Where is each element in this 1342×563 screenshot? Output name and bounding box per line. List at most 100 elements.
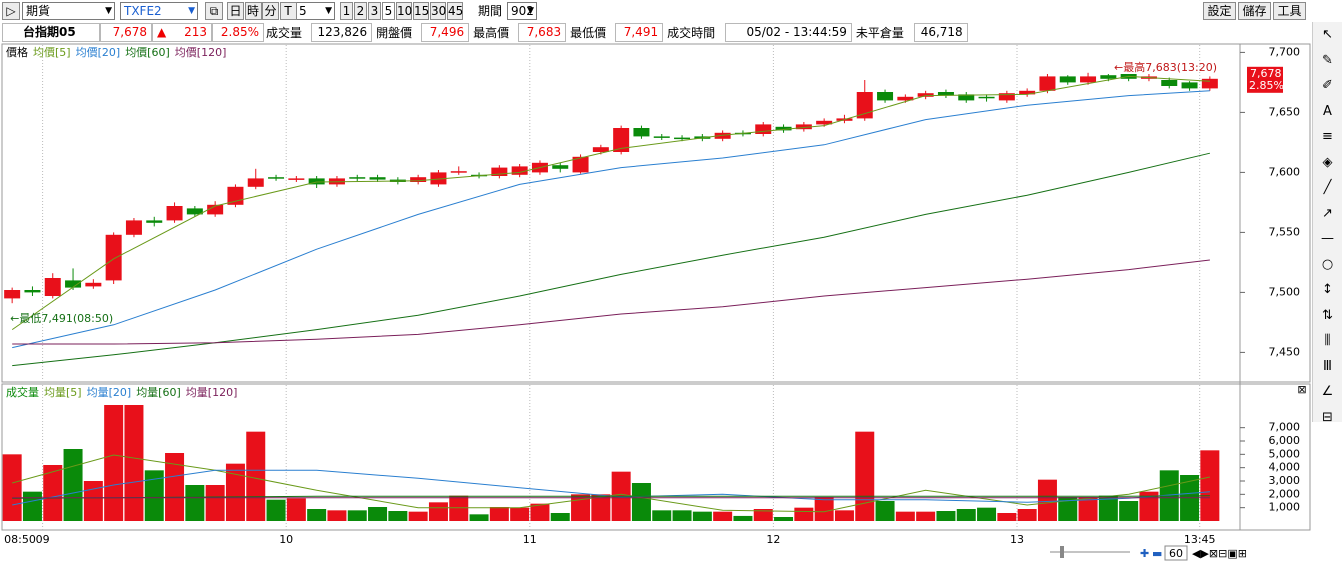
candle-body bbox=[1080, 76, 1097, 83]
ma-line bbox=[12, 454, 1211, 513]
bottom-icons: ◀▶⊠⊟▣⊞ bbox=[1192, 547, 1247, 560]
action-button[interactable]: 儲存 bbox=[1238, 2, 1271, 20]
count-button[interactable]: 30 bbox=[430, 2, 447, 20]
y-tick-label: 6,000 bbox=[1269, 434, 1301, 447]
y-tick-label: 3,000 bbox=[1269, 474, 1301, 487]
candle-body bbox=[1140, 76, 1157, 79]
candle-body bbox=[389, 179, 406, 182]
candle-body bbox=[734, 132, 751, 135]
symbol-select[interactable]: TXFE2 bbox=[120, 2, 198, 20]
volume-bar bbox=[753, 509, 773, 521]
quote-name: 台指期05 bbox=[2, 23, 100, 42]
volume-bar bbox=[631, 483, 651, 521]
field-value: 123,826 bbox=[311, 23, 373, 42]
volume-bar bbox=[43, 465, 63, 521]
volume-bar bbox=[388, 511, 408, 521]
candle-body bbox=[653, 136, 670, 138]
volume-bar bbox=[1078, 497, 1098, 521]
candle-body bbox=[268, 177, 285, 179]
volume-bar bbox=[895, 511, 915, 521]
count-button[interactable]: 1 bbox=[340, 2, 353, 20]
candle-body bbox=[1201, 78, 1218, 89]
candle-body bbox=[613, 128, 630, 152]
legend-entry: 均價[120] bbox=[175, 45, 227, 59]
legend-title: 成交量 bbox=[6, 385, 39, 399]
volume-bar bbox=[855, 431, 875, 521]
volume-bar bbox=[63, 449, 83, 521]
volume-bar bbox=[1200, 450, 1220, 521]
volume-bar bbox=[1058, 497, 1078, 521]
field-value: 05/02 - 13:44:59 bbox=[725, 23, 852, 42]
volume-bar bbox=[834, 510, 854, 521]
candle-body bbox=[998, 93, 1015, 101]
candle-body bbox=[65, 280, 82, 288]
candle-body bbox=[166, 206, 183, 221]
candle-body bbox=[369, 177, 386, 180]
legend-entry: 均量[5] bbox=[44, 386, 82, 399]
candle-body bbox=[795, 124, 812, 130]
field-label: 成交量 bbox=[266, 26, 303, 40]
zoom-button[interactable]: ⧉ bbox=[205, 2, 223, 20]
play-button[interactable]: ▷ bbox=[2, 2, 20, 20]
count-button[interactable]: 15 bbox=[413, 2, 430, 20]
interval-select[interactable]: 5 bbox=[295, 2, 335, 20]
candle-body bbox=[288, 178, 305, 180]
volume-bar bbox=[530, 503, 550, 521]
candle-body bbox=[958, 94, 975, 101]
field-value: 7,491 bbox=[615, 23, 664, 42]
volume-bar bbox=[246, 431, 266, 521]
range-label: 期間 bbox=[478, 4, 503, 18]
x-tick-label: 09 bbox=[36, 533, 50, 546]
market-select[interactable]: 期貨 bbox=[22, 2, 115, 20]
action-button[interactable]: 工具 bbox=[1273, 2, 1306, 20]
range-input[interactable]: 902 bbox=[507, 2, 537, 20]
x-tick-label: 11 bbox=[523, 533, 537, 546]
candle-body bbox=[836, 118, 853, 121]
candle-body bbox=[816, 120, 833, 125]
legend-entry: 均量[60] bbox=[136, 386, 181, 399]
count-button[interactable]: 2 bbox=[354, 2, 367, 20]
candle-body bbox=[511, 166, 528, 175]
volume-bar bbox=[22, 491, 42, 521]
count-button[interactable]: 5 bbox=[382, 2, 395, 20]
volume-bar bbox=[875, 501, 895, 521]
volume-bar bbox=[510, 507, 530, 521]
candle-body bbox=[24, 290, 41, 293]
candle-body bbox=[85, 282, 102, 287]
legend-entry: 均價[20] bbox=[76, 45, 121, 59]
count-button[interactable]: 45 bbox=[447, 2, 464, 20]
period-button[interactable]: 日 bbox=[227, 2, 244, 20]
candle-body bbox=[328, 178, 345, 185]
volume-bar bbox=[1180, 475, 1200, 521]
low-annotation: ←最低7,491(08:50) bbox=[10, 312, 113, 325]
volume-bar bbox=[977, 507, 997, 521]
candle-body bbox=[44, 278, 61, 296]
count-button[interactable]: 3 bbox=[368, 2, 381, 20]
slider-thumb bbox=[1060, 546, 1064, 558]
legend-entry: 均價[60] bbox=[125, 45, 170, 59]
candle-body bbox=[1100, 75, 1117, 79]
volume-bar bbox=[83, 481, 103, 521]
period-button[interactable]: 分 bbox=[262, 2, 279, 20]
volume-bar bbox=[672, 510, 692, 521]
volume-bar bbox=[1017, 509, 1037, 521]
period-button[interactable]: T bbox=[279, 2, 297, 20]
legend-title: 價格 bbox=[6, 45, 28, 59]
y-tick-label: 5,000 bbox=[1269, 447, 1301, 460]
volume-bar bbox=[1139, 491, 1159, 521]
count-button[interactable]: 10 bbox=[396, 2, 413, 20]
candle-body bbox=[450, 171, 467, 173]
ma-line bbox=[12, 90, 1210, 349]
volume-bar bbox=[307, 509, 327, 521]
zoom-box bbox=[1164, 545, 1188, 561]
candle-body bbox=[430, 172, 447, 185]
field-value: 7,496 bbox=[421, 23, 470, 42]
action-button[interactable]: 設定 bbox=[1203, 2, 1236, 20]
period-button[interactable]: 時 bbox=[244, 2, 262, 20]
volume-bar bbox=[266, 499, 286, 521]
y-tick-label: 4,000 bbox=[1269, 461, 1301, 474]
volume-bar bbox=[368, 507, 388, 521]
field-label: 最低價 bbox=[570, 26, 607, 40]
